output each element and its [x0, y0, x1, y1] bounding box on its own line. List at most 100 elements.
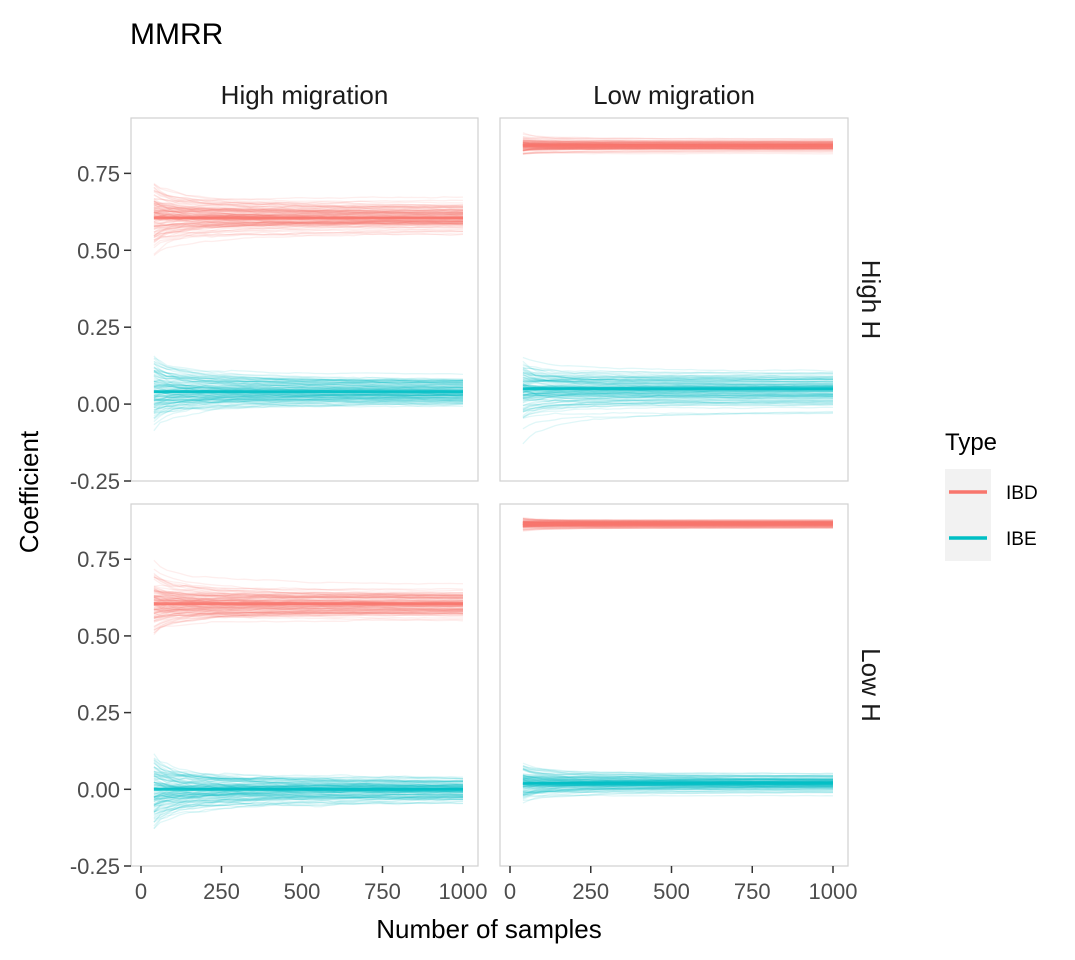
series-line — [153, 796, 464, 806]
series-line — [522, 766, 834, 778]
series-line — [153, 209, 463, 213]
series-line — [153, 374, 463, 387]
series-line — [522, 393, 834, 399]
series-line — [522, 778, 833, 790]
series-line — [153, 394, 464, 405]
series-line — [153, 610, 464, 617]
series-line — [522, 396, 834, 405]
series-line — [153, 219, 464, 224]
series-line — [522, 518, 833, 521]
series-line — [153, 394, 463, 408]
series-line — [153, 793, 464, 799]
series-line — [153, 233, 464, 238]
series-line — [522, 526, 833, 529]
series-line — [153, 796, 464, 813]
series-line — [522, 367, 833, 374]
series-line — [522, 391, 833, 397]
series-ibe-lines — [522, 356, 834, 445]
series-line — [522, 524, 834, 527]
series-line — [522, 764, 833, 777]
x-axis-label: Number of samples — [376, 914, 601, 944]
series-line — [522, 780, 834, 784]
series-line — [153, 609, 464, 631]
x-tick-label: 500 — [653, 879, 690, 904]
series-line — [153, 588, 464, 601]
series-line — [522, 524, 834, 528]
series-line — [522, 783, 833, 788]
series-line — [153, 775, 464, 786]
series-line — [153, 219, 464, 228]
series-line — [522, 145, 834, 151]
series-line — [522, 391, 833, 400]
series-line — [153, 369, 464, 381]
series-line — [522, 140, 834, 144]
series-line — [153, 377, 463, 391]
series-line — [153, 795, 464, 820]
series-line — [522, 768, 834, 775]
series-line — [153, 191, 464, 211]
series-line — [522, 377, 834, 385]
series-line — [153, 200, 464, 214]
series-line — [153, 222, 464, 237]
series-line — [153, 200, 464, 218]
series-line — [153, 220, 464, 225]
x-tick-label: 750 — [734, 879, 771, 904]
series-line — [522, 139, 834, 144]
series-line — [153, 212, 464, 225]
series-line — [522, 786, 834, 796]
series-line — [522, 519, 833, 522]
series-line — [522, 394, 834, 400]
series-line — [522, 379, 834, 385]
series-line — [153, 761, 464, 786]
series-line — [153, 753, 464, 788]
series-line — [522, 377, 833, 382]
series-line — [522, 371, 834, 379]
series-line — [153, 605, 464, 619]
series-line — [153, 204, 464, 213]
series-line — [153, 584, 464, 591]
series-line — [522, 526, 834, 531]
series-line — [522, 139, 833, 144]
x-tick-label: 250 — [572, 879, 609, 904]
series-line — [153, 223, 463, 233]
series-line — [153, 602, 464, 612]
series-line — [153, 384, 464, 390]
series-line — [522, 786, 834, 798]
series-line — [153, 225, 464, 241]
series-line — [153, 607, 464, 619]
series-line — [153, 797, 464, 805]
series-line — [153, 574, 463, 597]
series-line — [522, 147, 833, 152]
series-line — [153, 221, 464, 243]
series-line — [153, 782, 464, 789]
series-line — [153, 598, 464, 602]
series-line — [153, 601, 464, 613]
series-line — [522, 137, 833, 142]
series-line — [153, 794, 464, 803]
panel-border — [130, 117, 479, 482]
series-line — [153, 189, 464, 206]
x-tick-label: 500 — [284, 879, 321, 904]
series-line — [153, 795, 464, 800]
series-line — [522, 784, 834, 789]
panel-border — [499, 503, 849, 867]
series-ibe-lines — [153, 753, 464, 830]
x-tick-label: 250 — [203, 879, 240, 904]
series-line — [153, 183, 464, 204]
series-line — [522, 140, 833, 143]
series-line — [522, 774, 833, 780]
series-line — [153, 793, 464, 823]
series-line — [522, 147, 834, 152]
series-line — [522, 385, 834, 396]
series-line — [522, 145, 833, 150]
series-line — [153, 221, 464, 234]
series-line — [153, 614, 464, 623]
series-line — [153, 773, 464, 789]
series-line — [522, 524, 833, 528]
series-line — [153, 795, 464, 805]
series-line — [522, 150, 833, 155]
series-line — [522, 380, 834, 394]
series-line — [522, 524, 833, 527]
series-line — [153, 363, 464, 376]
series-line — [522, 381, 834, 386]
